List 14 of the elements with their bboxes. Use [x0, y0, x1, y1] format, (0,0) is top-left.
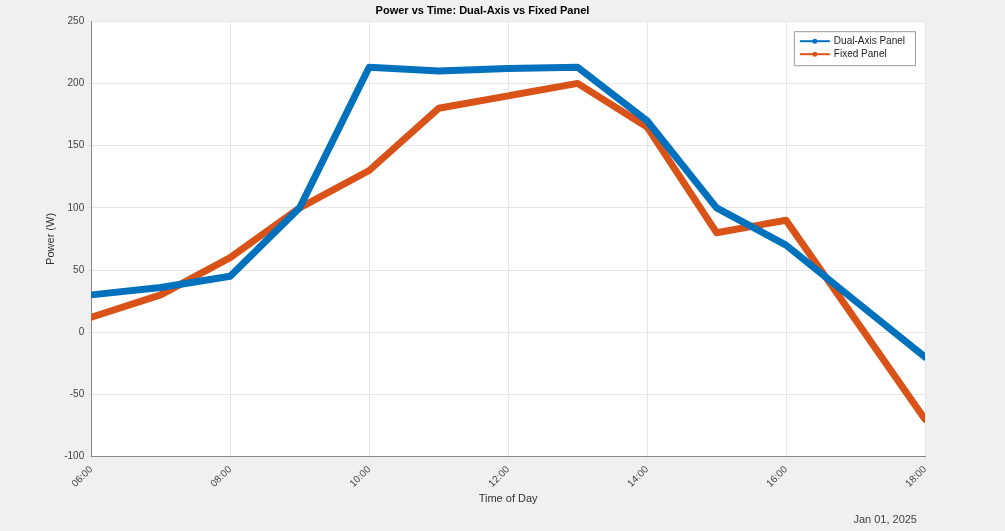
- x-axis-title: Time of Day: [478, 492, 539, 505]
- chart-title: Power vs Time: Dual-Axis vs Fixed Panel: [375, 3, 590, 16]
- text: Jan 01, 2025: [853, 513, 917, 525]
- y-tick-label: 0: [78, 325, 85, 337]
- y-tick-label: 200: [67, 77, 85, 89]
- y-tick-label: 50: [73, 263, 85, 275]
- y-axis-title: Power (W): [43, 212, 56, 265]
- y-tick-label: 100: [67, 201, 85, 213]
- legend-label: Fixed Panel: [833, 47, 887, 59]
- y-tick-label: 150: [67, 139, 85, 151]
- y-tick-label: -100: [64, 450, 85, 462]
- legend-label: Dual-Axis Panel: [833, 34, 906, 46]
- y-tick-label: 250: [67, 14, 85, 26]
- y-tick-label: -50: [69, 388, 85, 400]
